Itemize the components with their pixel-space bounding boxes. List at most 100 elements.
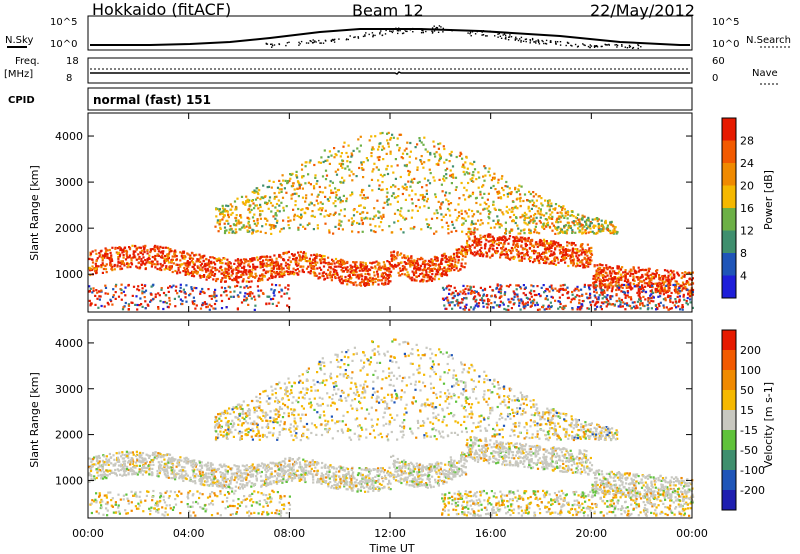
power-cell (676, 271, 679, 274)
power-cell (343, 141, 346, 144)
power-cell (606, 303, 609, 306)
power-cell (175, 258, 178, 261)
power-cell (433, 145, 436, 148)
power-cell (396, 264, 399, 267)
power-cell (425, 184, 428, 187)
power-cell (205, 269, 208, 272)
power-cell (670, 278, 674, 281)
power-cell (179, 286, 182, 289)
power-cell (390, 259, 394, 262)
power-cell (443, 257, 446, 260)
power-cell (198, 266, 201, 269)
power-cell (415, 275, 418, 279)
power-cell (519, 236, 522, 239)
power-cell (501, 175, 504, 178)
power-cell (519, 204, 522, 208)
power-cell (459, 151, 462, 154)
power-cell (516, 242, 519, 245)
power-cell (382, 283, 385, 286)
power-cell (548, 262, 551, 265)
power-cell (520, 229, 523, 232)
power-cell (379, 142, 382, 145)
power-cell (181, 256, 184, 259)
power-cell (551, 244, 554, 247)
power-cell (343, 266, 346, 269)
power-cell (618, 285, 622, 288)
power-cell (273, 224, 276, 227)
power-cell (673, 275, 676, 278)
power-cell (452, 257, 455, 260)
power-cell (290, 253, 294, 256)
power-cell (259, 213, 262, 216)
power-cell (605, 301, 608, 304)
power-cell (240, 221, 243, 224)
power-cell (248, 265, 251, 268)
power-cell (460, 212, 463, 215)
power-cell (456, 294, 459, 297)
noise-dot (628, 44, 631, 47)
power-cell (312, 258, 315, 261)
power-cell (428, 277, 431, 280)
noise-dot (425, 30, 427, 33)
power-cell (683, 273, 686, 276)
power-cell (236, 284, 239, 287)
power-cell (559, 251, 562, 254)
power-cell (498, 305, 501, 308)
power-cell (294, 269, 297, 272)
power-cell (615, 281, 618, 284)
power-cell (110, 256, 113, 259)
power-cell (256, 222, 259, 225)
power-cell (427, 279, 430, 282)
power-cell (674, 300, 677, 303)
power-cell (547, 216, 551, 219)
power-cell (257, 207, 260, 210)
power-cell (408, 161, 411, 164)
power-cell (98, 290, 101, 293)
noise-dot (442, 27, 444, 30)
noise-dot (497, 36, 499, 38)
power-cell (585, 265, 588, 268)
power-cell (496, 192, 499, 195)
power-cell (258, 274, 262, 277)
power-cell (251, 257, 254, 260)
power-cell (308, 222, 311, 225)
power-cell (244, 292, 247, 295)
noise-dot (571, 45, 573, 47)
power-cell (447, 260, 450, 263)
power-cell (146, 259, 149, 262)
power-cell (338, 196, 341, 199)
power-cell (446, 207, 450, 210)
power-cell (150, 265, 153, 268)
power-cell (291, 193, 294, 196)
power-cell (337, 168, 340, 171)
power-cell (365, 269, 368, 272)
power-cell (360, 278, 364, 281)
power-cell (646, 271, 649, 274)
power-cell (119, 265, 122, 268)
power-cell (391, 256, 394, 259)
power-cell (298, 270, 301, 273)
power-cell (474, 222, 477, 225)
power-cell (554, 263, 557, 266)
power-cell (104, 286, 108, 289)
power-cell (240, 270, 243, 273)
power-cell (88, 299, 91, 302)
power-cell (314, 274, 317, 277)
power-cell (123, 250, 126, 253)
power-cell (351, 193, 354, 196)
power-cell (649, 285, 652, 288)
power-cell (313, 204, 316, 207)
power-cell (564, 256, 567, 259)
power-cell (220, 286, 223, 289)
noise-dot (402, 32, 405, 34)
power-cell (243, 226, 246, 229)
power-cell (467, 227, 470, 230)
power-cell (502, 189, 505, 192)
power-cell (359, 263, 362, 266)
power-cell (607, 283, 610, 286)
power-cell (358, 166, 361, 170)
power-cell (662, 283, 665, 286)
power-cell (678, 298, 681, 301)
power-cell (589, 261, 592, 264)
power-cell (377, 158, 380, 161)
